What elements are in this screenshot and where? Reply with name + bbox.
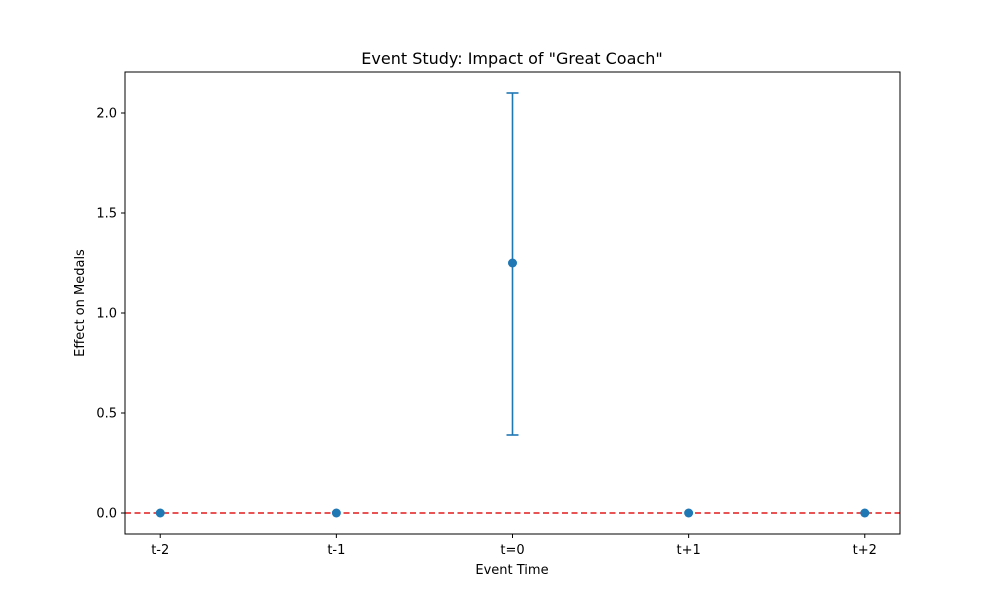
data-point bbox=[860, 508, 870, 518]
y-tick-label: 0.5 bbox=[96, 407, 117, 422]
y-axis-label: Effect on Medals bbox=[73, 249, 88, 357]
data-point bbox=[508, 258, 517, 268]
y-tick-label: 1.0 bbox=[96, 307, 117, 322]
x-axis-label: Event Time bbox=[475, 563, 548, 578]
x-tick-label: t-2 bbox=[151, 543, 169, 558]
x-tick-label: t=0 bbox=[500, 543, 524, 558]
x-tick-label: t-1 bbox=[327, 543, 345, 558]
y-tick-label: 0.0 bbox=[96, 507, 117, 522]
x-axis-ticks: t-2 t-1 t=0 t+1 t+2 bbox=[151, 534, 877, 558]
y-tick-label: 2.0 bbox=[96, 107, 117, 122]
x-tick-label: t+2 bbox=[853, 543, 877, 558]
y-tick-label: 1.5 bbox=[96, 207, 117, 222]
plot-area bbox=[124, 71, 901, 535]
data-point bbox=[684, 508, 694, 518]
data-point bbox=[155, 508, 165, 518]
x-tick-label: t+1 bbox=[677, 543, 701, 558]
chart-title: Event Study: Impact of "Great Coach" bbox=[361, 49, 662, 68]
data-point bbox=[331, 508, 341, 518]
y-axis-ticks: 0.0 0.5 1.0 1.5 2.0 bbox=[96, 107, 125, 522]
